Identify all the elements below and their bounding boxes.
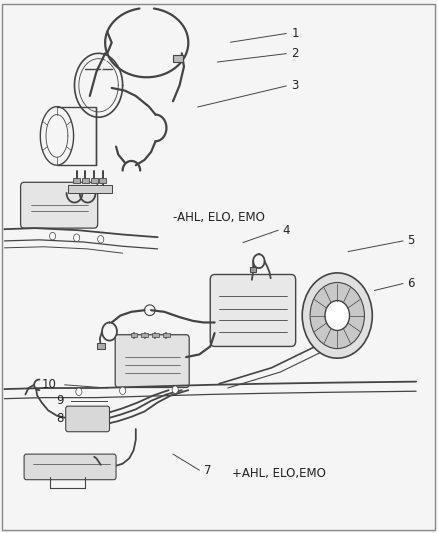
- Text: +AHL, ELO,EMO: +AHL, ELO,EMO: [232, 467, 326, 480]
- Circle shape: [49, 232, 56, 240]
- Text: 4: 4: [283, 224, 290, 237]
- FancyBboxPatch shape: [66, 406, 110, 432]
- Bar: [131, 333, 137, 337]
- Text: 8: 8: [56, 412, 64, 425]
- Bar: [99, 178, 106, 183]
- Circle shape: [98, 236, 104, 243]
- Circle shape: [76, 388, 82, 395]
- Bar: [141, 333, 148, 337]
- Text: -AHL, ELO, EMO: -AHL, ELO, EMO: [173, 211, 265, 224]
- Text: 6: 6: [407, 277, 415, 290]
- Circle shape: [120, 387, 126, 394]
- Circle shape: [325, 301, 350, 330]
- Text: 3: 3: [291, 79, 299, 92]
- Bar: [82, 178, 89, 183]
- FancyBboxPatch shape: [210, 274, 296, 346]
- Circle shape: [302, 273, 372, 358]
- Text: 7: 7: [204, 464, 211, 477]
- Bar: [250, 267, 256, 272]
- Circle shape: [172, 386, 178, 393]
- Bar: [68, 185, 112, 193]
- Bar: [73, 178, 80, 183]
- Text: 9: 9: [56, 394, 64, 407]
- Text: 5: 5: [407, 235, 415, 247]
- Bar: [152, 333, 159, 337]
- Circle shape: [74, 234, 80, 241]
- Bar: [173, 55, 183, 62]
- Bar: [91, 178, 98, 183]
- Text: 2: 2: [291, 47, 299, 60]
- Text: 10: 10: [42, 378, 57, 391]
- Text: 1: 1: [291, 27, 299, 39]
- Bar: [163, 333, 170, 337]
- FancyBboxPatch shape: [21, 182, 98, 228]
- Bar: [97, 343, 105, 349]
- FancyBboxPatch shape: [115, 335, 189, 387]
- FancyBboxPatch shape: [24, 454, 116, 480]
- Circle shape: [310, 282, 364, 349]
